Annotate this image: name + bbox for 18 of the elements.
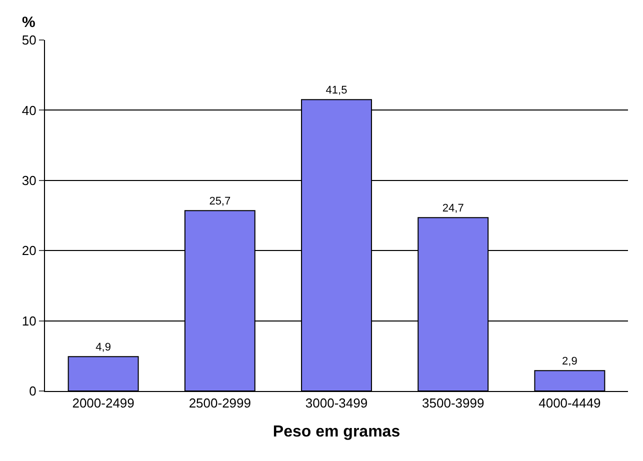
data-label: 2,9 xyxy=(562,356,578,368)
y-tick-label: 10 xyxy=(22,313,36,328)
y-tick-label: 40 xyxy=(22,102,36,118)
y-axis-title: % xyxy=(22,14,36,31)
y-tick-label: 20 xyxy=(22,243,36,258)
x-axis-title: Peso em gramas xyxy=(272,423,400,440)
x-tick-label: 2000-2499 xyxy=(72,396,134,411)
x-tick-label: 3000-3499 xyxy=(305,396,368,411)
x-tick-label: 3500-3999 xyxy=(422,396,484,411)
x-tick-label: 4000-4449 xyxy=(538,396,601,411)
data-label: 25,7 xyxy=(209,196,231,208)
y-tick-label: 30 xyxy=(22,172,36,188)
data-label: 24,7 xyxy=(442,202,464,215)
data-label: 4,9 xyxy=(96,342,111,354)
data-label: 41,5 xyxy=(326,84,348,97)
x-tick-label: 2500-2999 xyxy=(188,396,251,411)
y-tick-label: 50 xyxy=(22,32,36,48)
y-tick-label: 0 xyxy=(29,384,36,399)
